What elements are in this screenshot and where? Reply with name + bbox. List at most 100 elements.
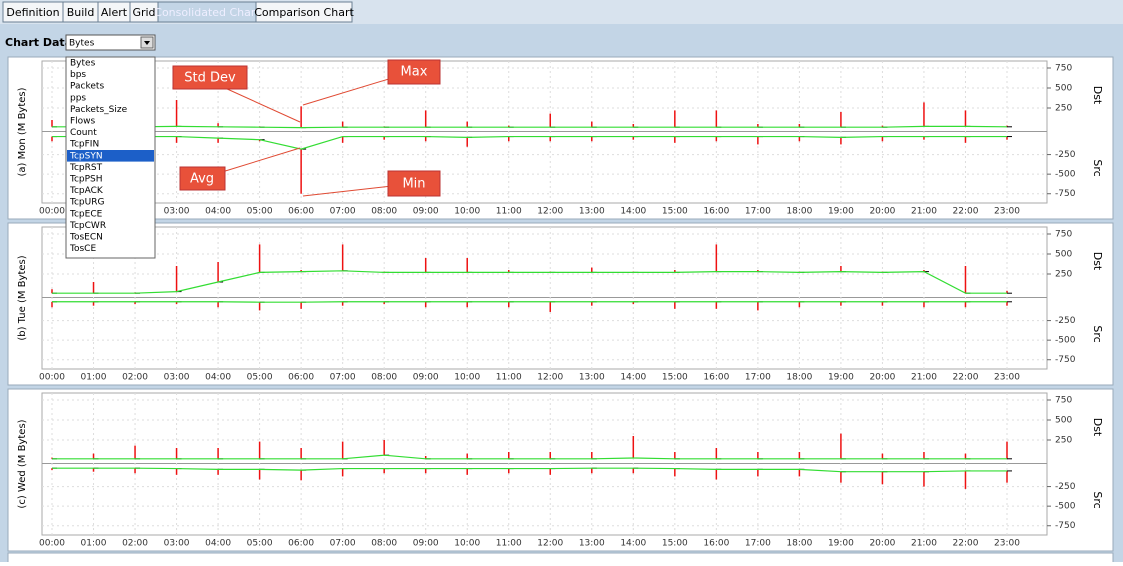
x-tick-label: 04:00 [205, 373, 231, 383]
panel-partial [8, 553, 1113, 562]
x-tick-label: 17:00 [745, 539, 771, 549]
annotation: Max [401, 65, 428, 80]
x-tick-label: 18:00 [786, 207, 812, 217]
dropdown-option[interactable]: TcpRST [69, 163, 103, 173]
dropdown-option[interactable]: Flows [70, 117, 96, 127]
x-tick-label: 12:00 [537, 539, 563, 549]
x-tick-label: 22:00 [953, 373, 979, 383]
x-tick-label: 18:00 [786, 373, 812, 383]
y-tick-label: 250 [1055, 104, 1072, 114]
x-tick-label: 02:00 [122, 539, 148, 549]
tab-label: Consolidated Chart [154, 6, 260, 19]
x-tick-label: 07:00 [330, 373, 356, 383]
x-tick-label: 19:00 [828, 373, 854, 383]
y-tick-label: 250 [1055, 436, 1072, 446]
tab-label: Grid [132, 6, 155, 19]
x-tick-label: 09:00 [413, 539, 439, 549]
dst-label: Dst [1091, 252, 1104, 271]
x-tick-label: 08:00 [371, 373, 397, 383]
x-tick-label: 23:00 [994, 373, 1020, 383]
x-tick-label: 04:00 [205, 539, 231, 549]
dropdown-option[interactable]: Bytes [70, 59, 96, 69]
x-tick-label: 21:00 [911, 207, 937, 217]
dropdown-option[interactable]: TosCE [69, 244, 96, 254]
x-tick-label: 13:00 [579, 539, 605, 549]
y-tick-label: 500 [1055, 416, 1072, 426]
tab-label: Alert [101, 6, 128, 19]
y2-tick-label: -750 [1055, 521, 1076, 531]
x-tick-label: 03:00 [164, 539, 190, 549]
x-tick-label: 14:00 [620, 539, 646, 549]
dst-label: Dst [1091, 86, 1104, 105]
x-tick-label: 18:00 [786, 539, 812, 549]
src-label: Src [1091, 159, 1104, 176]
dropdown-option[interactable]: TcpECE [69, 209, 103, 219]
x-tick-label: 03:00 [164, 207, 190, 217]
dropdown-option[interactable]: Packets_Size [70, 105, 128, 115]
x-tick-label: 20:00 [869, 539, 895, 549]
x-tick-label: 13:00 [579, 207, 605, 217]
x-tick-label: 05:00 [247, 539, 273, 549]
dropdown-option[interactable]: bps [70, 70, 86, 80]
select-value: Bytes [69, 39, 95, 49]
x-tick-label: 00:00 [39, 373, 65, 383]
x-tick-label: 17:00 [745, 207, 771, 217]
x-tick-label: 22:00 [953, 207, 979, 217]
y2-tick-label: -500 [1055, 502, 1076, 512]
dropdown-option[interactable]: Packets [70, 82, 104, 92]
x-tick-label: 21:00 [911, 539, 937, 549]
y-tick-label: 750 [1055, 396, 1072, 406]
x-tick-label: 12:00 [537, 373, 563, 383]
dst-label: Dst [1091, 418, 1104, 437]
x-tick-label: 20:00 [869, 207, 895, 217]
x-tick-label: 22:00 [953, 539, 979, 549]
x-tick-label: 21:00 [911, 373, 937, 383]
y-tick-label: 250 [1055, 270, 1072, 280]
x-tick-label: 00:00 [39, 207, 65, 217]
tab-label: Definition [6, 6, 59, 19]
x-tick-label: 19:00 [828, 539, 854, 549]
x-tick-label: 06:00 [288, 539, 314, 549]
dropdown-option[interactable]: TosECN [69, 233, 103, 243]
x-tick-label: 16:00 [703, 539, 729, 549]
dropdown-option[interactable]: TcpFIN [69, 140, 99, 150]
y-tick-label: 500 [1055, 84, 1072, 94]
dropdown-option[interactable]: pps [70, 93, 86, 103]
x-tick-label: 07:00 [330, 539, 356, 549]
x-tick-label: 09:00 [413, 373, 439, 383]
x-tick-label: 16:00 [703, 207, 729, 217]
x-tick-label: 02:00 [122, 373, 148, 383]
x-tick-label: 15:00 [662, 207, 688, 217]
dropdown-option[interactable]: TcpPSH [69, 175, 103, 185]
x-tick-label: 11:00 [496, 539, 522, 549]
x-tick-label: 17:00 [745, 373, 771, 383]
annotation: Min [402, 177, 425, 192]
x-tick-label: 07:00 [330, 207, 356, 217]
dropdown-option[interactable]: Count [70, 128, 97, 138]
x-tick-label: 01:00 [81, 373, 107, 383]
x-tick-label: 11:00 [496, 207, 522, 217]
dropdown-option[interactable]: TcpACK [69, 186, 104, 196]
x-tick-label: 23:00 [994, 207, 1020, 217]
x-tick-label: 12:00 [537, 207, 563, 217]
x-tick-label: 14:00 [620, 207, 646, 217]
y2-tick-label: -500 [1055, 336, 1076, 346]
x-tick-label: 15:00 [662, 539, 688, 549]
y-axis-label: (b) Tue (M Bytes) [17, 255, 28, 340]
src-label: Src [1091, 325, 1104, 342]
x-tick-label: 09:00 [413, 207, 439, 217]
x-tick-label: 10:00 [454, 539, 480, 549]
x-tick-label: 16:00 [703, 373, 729, 383]
dropdown-option[interactable]: TcpCWR [69, 221, 106, 231]
dropdown-option[interactable]: TcpSYN [69, 151, 103, 161]
y2-tick-label: -750 [1055, 355, 1076, 365]
y2-tick-label: -250 [1055, 316, 1076, 326]
x-tick-label: 05:00 [247, 207, 273, 217]
dropdown-option[interactable]: TcpURG [69, 198, 104, 208]
x-tick-label: 03:00 [164, 373, 190, 383]
x-tick-label: 10:00 [454, 373, 480, 383]
annotation: Std Dev [184, 71, 236, 86]
